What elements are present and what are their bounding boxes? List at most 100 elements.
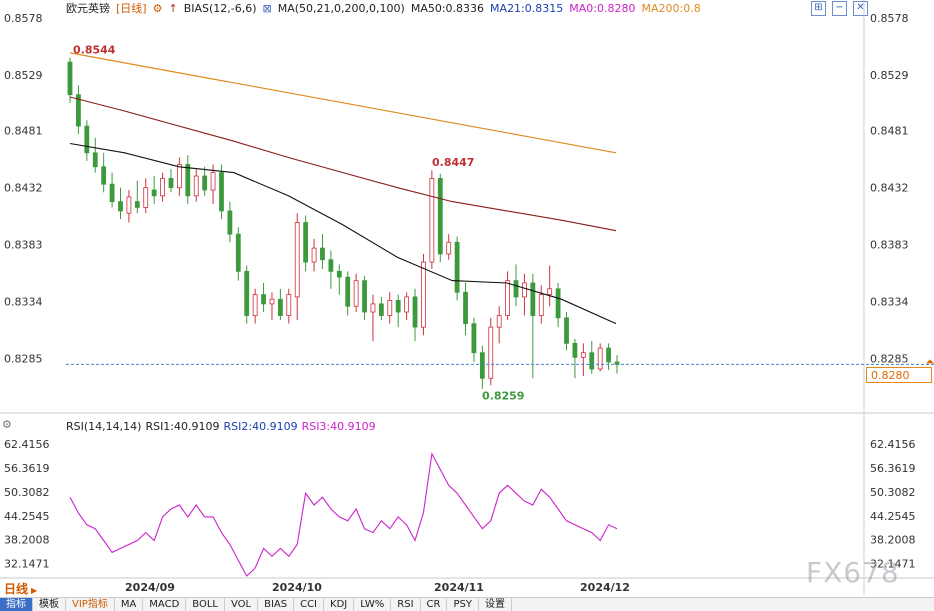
tab-bias[interactable]: BIAS bbox=[258, 598, 295, 611]
candle-body bbox=[227, 210, 233, 235]
candle-body bbox=[244, 270, 250, 316]
candle-body bbox=[606, 347, 611, 363]
rsi-tick-right: 50.3082 bbox=[870, 486, 916, 499]
rsi2-value: RSI2:40.9109 bbox=[223, 420, 298, 433]
candle-body bbox=[269, 298, 275, 305]
candle-body bbox=[294, 222, 300, 298]
tab-indicators[interactable]: 指标 bbox=[0, 598, 33, 611]
ma200-line bbox=[69, 52, 617, 154]
price-tick-right: 0.8334 bbox=[870, 296, 909, 309]
tab-macd[interactable]: MACD bbox=[143, 598, 187, 611]
settings-icon[interactable]: ⚙ bbox=[152, 2, 163, 15]
rsi-settings-icon[interactable]: ⚙ bbox=[2, 418, 12, 431]
ma-label: MA(50,21,0,200,0,100) bbox=[277, 2, 405, 15]
candle-body bbox=[471, 323, 477, 354]
indicator-tabs: 指标 模板 VIP指标 MA MACD BOLL VOL BIAS CCI KD… bbox=[0, 597, 934, 611]
candle-body bbox=[597, 347, 603, 370]
period-label: 日线 bbox=[4, 582, 29, 596]
candle-body bbox=[362, 280, 367, 313]
candle-body bbox=[345, 276, 351, 307]
tab-cci[interactable]: CCI bbox=[294, 598, 325, 611]
price-tick-right: 0.8285 bbox=[870, 353, 909, 366]
candle-body bbox=[454, 241, 460, 293]
candle-body bbox=[202, 175, 208, 191]
candle-body bbox=[328, 259, 334, 272]
candle-body bbox=[446, 241, 452, 255]
tab-boll[interactable]: BOLL bbox=[186, 598, 225, 611]
price-tick-right: 0.8383 bbox=[870, 239, 909, 252]
tab-vip[interactable]: VIP指标 bbox=[66, 598, 115, 611]
bias-label: BIAS(12,-6,6) bbox=[183, 2, 257, 15]
chart-mode-icon[interactable]: ⊠ bbox=[262, 2, 272, 15]
candle-body bbox=[143, 187, 149, 208]
tab-cr[interactable]: CR bbox=[421, 598, 448, 611]
tab-settings[interactable]: 设置 bbox=[479, 598, 512, 611]
rsi-panel bbox=[69, 452, 618, 577]
tab-template[interactable]: 模板 bbox=[33, 598, 66, 611]
axis-labels: 0.8578 0.8578 0.8529 0.8529 0.8481 0.8481 0.84… bbox=[4, 12, 916, 571]
rsi-tick-left: 62.4156 bbox=[4, 438, 50, 451]
tab-ma[interactable]: MA bbox=[115, 598, 144, 611]
candle-body bbox=[580, 352, 586, 358]
price-tick-right: 0.8481 bbox=[870, 125, 909, 138]
mid-high-label: 0.8447 bbox=[432, 156, 474, 169]
chart-grid bbox=[0, 0, 934, 596]
period-selector[interactable]: 日线 ▶ bbox=[4, 580, 37, 597]
candle-body bbox=[463, 291, 468, 325]
candle-body bbox=[378, 303, 384, 316]
rsi-header: RSI(14,14,14) RSI1:40.9109 RSI2:40.9109 RSI… bbox=[66, 420, 380, 434]
rsi-tick-right: 56.3619 bbox=[870, 462, 916, 475]
candle-body bbox=[168, 177, 174, 189]
candle-body bbox=[505, 280, 511, 316]
price-tick-right: 0.8432 bbox=[870, 182, 909, 195]
tab-rsi[interactable]: RSI bbox=[391, 598, 421, 611]
candle-body bbox=[387, 300, 393, 316]
tab-kdj[interactable]: KDJ bbox=[324, 598, 355, 611]
rsi-tick-right: 38.2008 bbox=[870, 534, 916, 547]
rsi-tick-left: 50.3082 bbox=[4, 486, 50, 499]
high-label: 0.8544 bbox=[73, 44, 116, 57]
tab-psy[interactable]: PSY bbox=[447, 598, 479, 611]
candle-body bbox=[421, 261, 426, 328]
maximize-icon[interactable]: ⊞ bbox=[811, 1, 826, 16]
candle-body bbox=[219, 172, 224, 212]
candle-body bbox=[538, 294, 544, 316]
x-tick: 2024/09 bbox=[125, 581, 175, 594]
price-tick-left: 0.8285 bbox=[4, 353, 43, 366]
rsi-tick-right: 32.1471 bbox=[870, 558, 916, 571]
candle-body bbox=[92, 152, 98, 168]
candle-body bbox=[429, 177, 435, 263]
tab-vol[interactable]: VOL bbox=[225, 598, 259, 611]
tab-lw[interactable]: LW% bbox=[354, 598, 392, 611]
candle-body bbox=[555, 288, 561, 319]
candle-body bbox=[286, 294, 292, 316]
price-tick-left: 0.8529 bbox=[4, 69, 43, 82]
candle-body bbox=[84, 125, 90, 154]
rsi-tick-right: 44.2545 bbox=[870, 510, 916, 523]
current-price-tag: 0.8280 bbox=[866, 367, 932, 383]
candle-body bbox=[101, 166, 107, 185]
pin-icon[interactable]: ↑ bbox=[168, 2, 178, 15]
candles bbox=[67, 57, 620, 389]
symbol-name: 欧元英镑 bbox=[66, 2, 110, 15]
candle-body bbox=[134, 201, 140, 208]
close-icon[interactable]: ✕ bbox=[853, 1, 868, 16]
candle-body bbox=[320, 247, 325, 261]
candle-body bbox=[160, 177, 165, 197]
x-tick: 2024/11 bbox=[434, 581, 484, 594]
candle-body bbox=[252, 294, 258, 316]
main-chart-header: 欧元英镑 [日线] ⚙ ↑ BIAS(12,-6,6) ⊠ MA(50,21,0,200,0… bbox=[66, 1, 707, 17]
candle-body bbox=[488, 326, 494, 379]
candle-body bbox=[126, 196, 132, 214]
candle-body bbox=[522, 282, 527, 298]
candle-body bbox=[67, 61, 73, 96]
candle-body bbox=[589, 352, 595, 370]
period-tag[interactable]: [日线] bbox=[116, 2, 147, 15]
rsi-line bbox=[69, 452, 618, 577]
minus-icon[interactable]: − bbox=[832, 1, 847, 16]
candle-body bbox=[176, 164, 182, 189]
candle-body bbox=[404, 296, 410, 313]
candle-body bbox=[185, 164, 191, 197]
candle-body bbox=[564, 317, 569, 344]
